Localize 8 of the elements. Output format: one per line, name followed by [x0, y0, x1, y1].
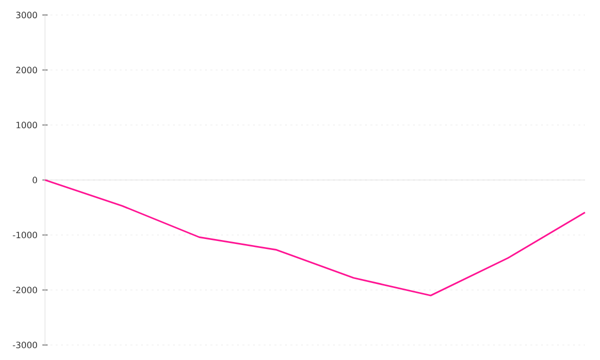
y-tick-label: -2000 — [12, 286, 38, 294]
y-tick-label: 0 — [32, 176, 38, 184]
y-tick-label: -3000 — [12, 342, 38, 348]
y-tick-label: 3000 — [16, 12, 38, 18]
y-tick-label: 1000 — [16, 122, 38, 128]
y-tick-label: -1000 — [12, 232, 38, 238]
y-tick-label: 2000 — [16, 66, 38, 74]
line-series — [44, 179, 586, 296]
